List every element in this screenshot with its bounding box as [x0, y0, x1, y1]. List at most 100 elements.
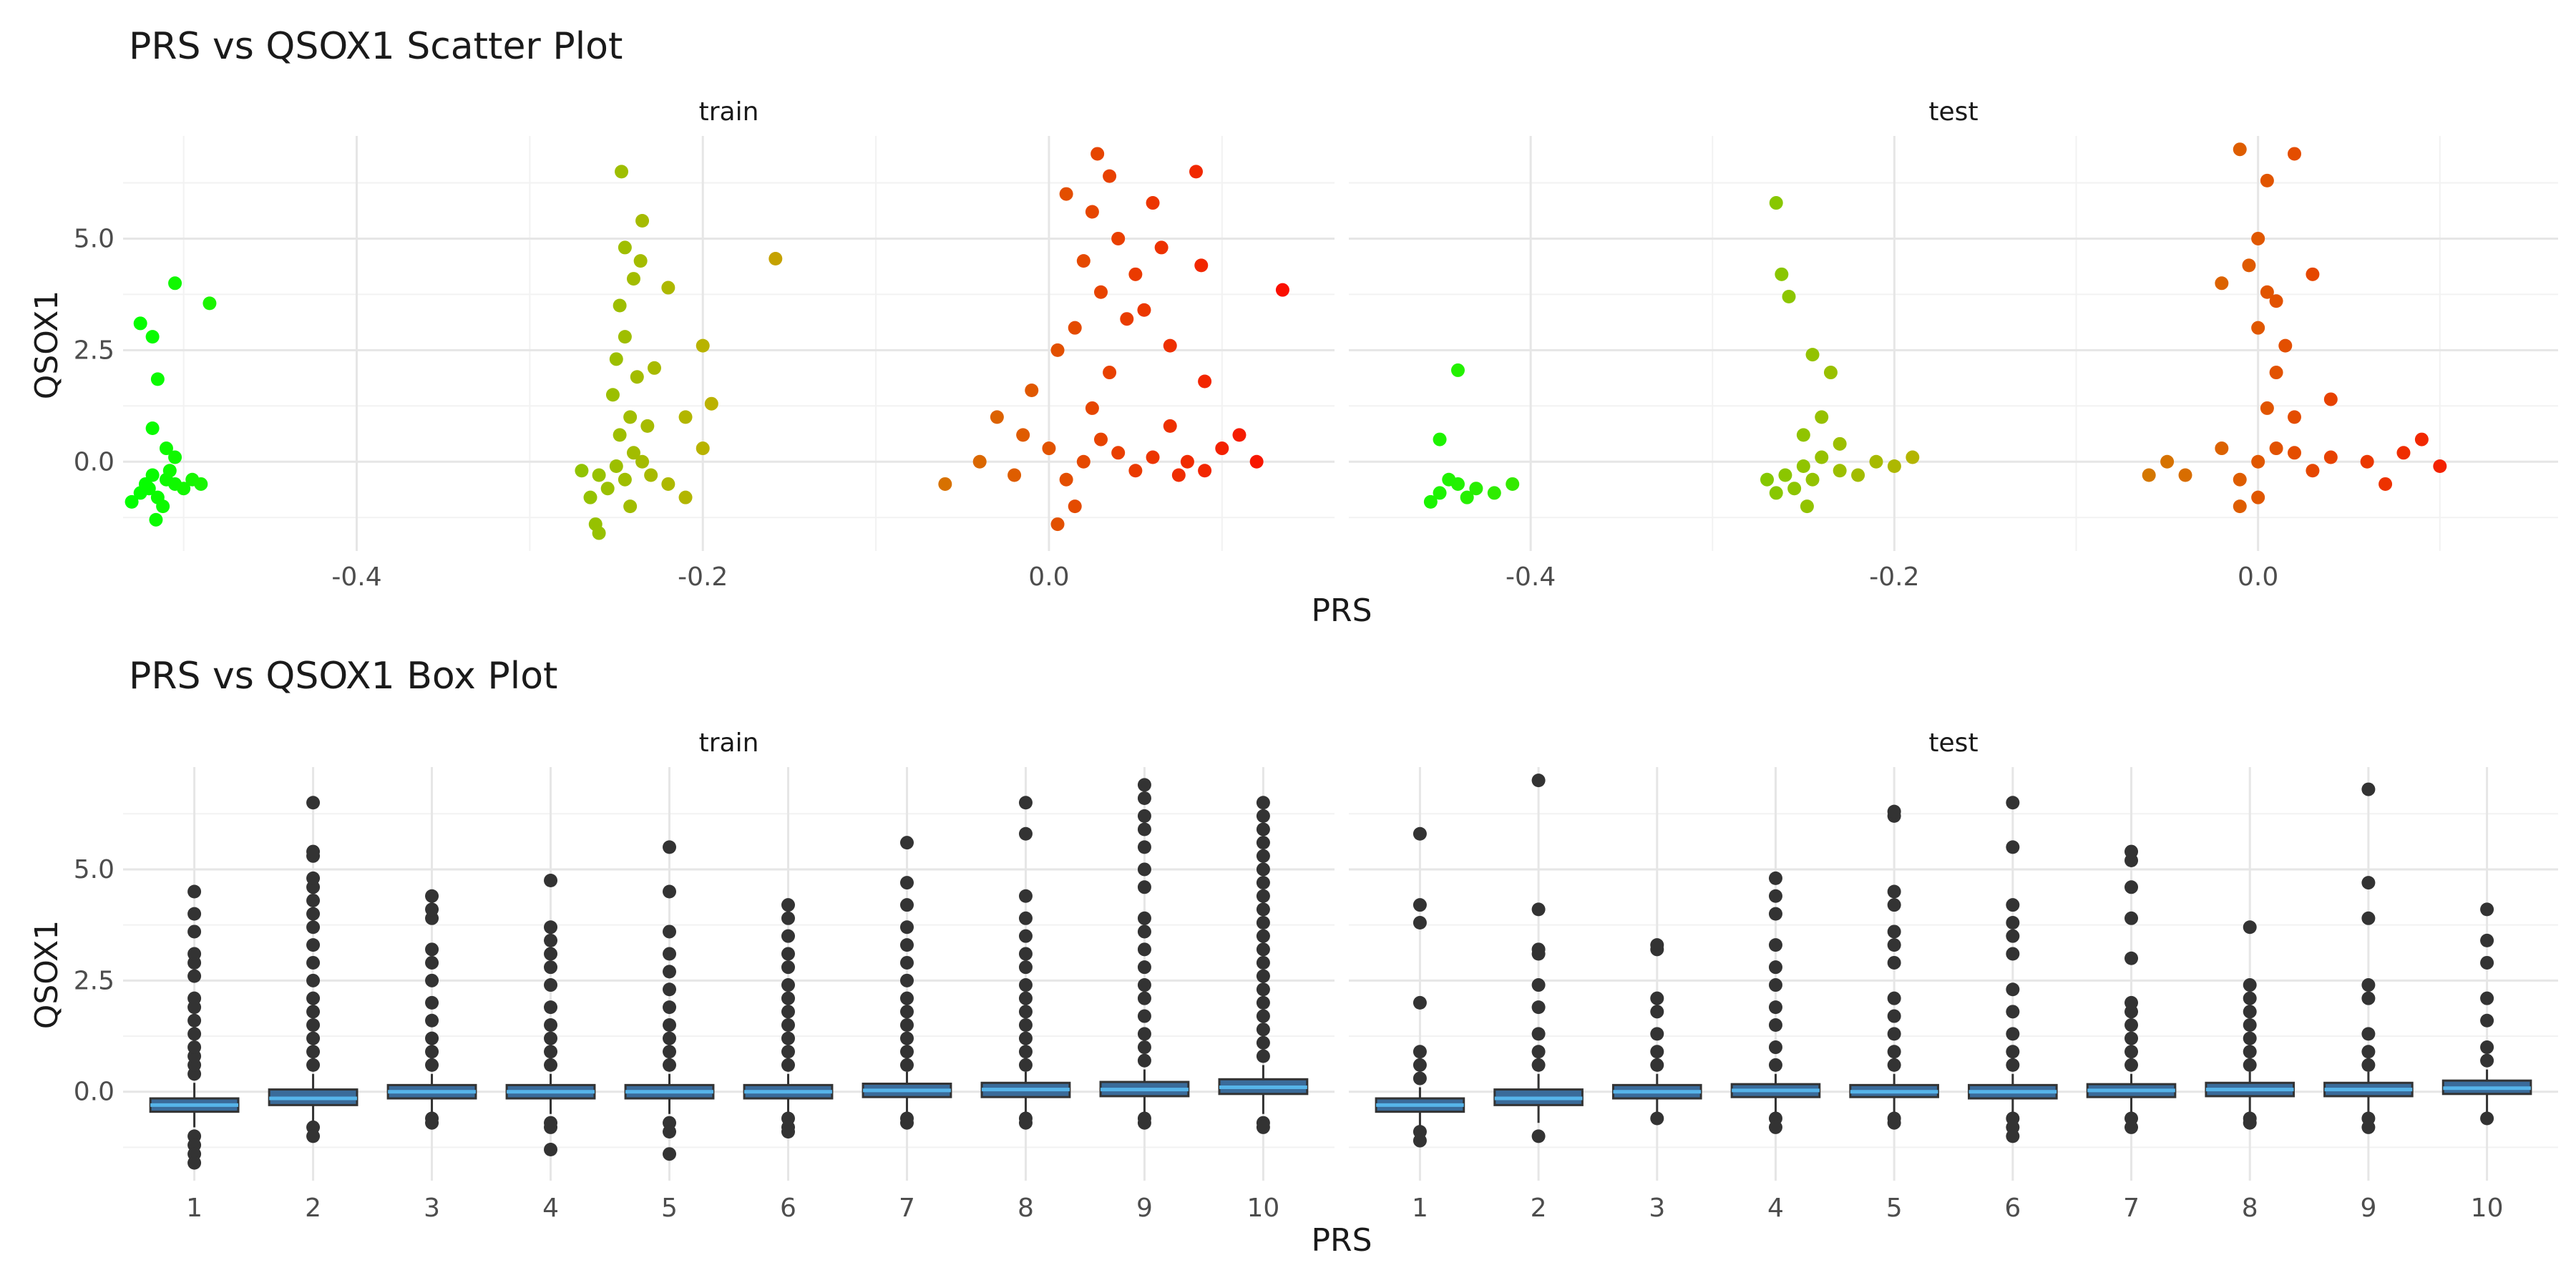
- box-outlier: [425, 889, 439, 903]
- scatter-point: [1085, 205, 1099, 219]
- box-2: [268, 796, 358, 1143]
- box-outlier: [2006, 1027, 2020, 1041]
- box-outlier: [2006, 840, 2020, 854]
- box-10: [1218, 796, 1309, 1134]
- scatter-point: [633, 254, 648, 268]
- scatter-point: [2251, 454, 2265, 469]
- box-outlier: [1137, 924, 1151, 939]
- scatter-point: [644, 468, 658, 482]
- box-outlier: [1256, 1120, 1270, 1134]
- box-outlier: [425, 1013, 439, 1028]
- box-outlier: [2124, 951, 2139, 965]
- box-outlier: [1018, 1116, 1033, 1130]
- box-outlier: [663, 924, 677, 939]
- y-tick-label: 0.0: [74, 1078, 114, 1107]
- box-x-axis-title: PRS: [1311, 1222, 1372, 1259]
- scatter-point: [133, 316, 147, 331]
- box-outlier: [1650, 938, 1664, 952]
- box-outlier: [2243, 991, 2257, 1005]
- box-outlier: [1768, 907, 1782, 921]
- scatter-point: [2414, 432, 2429, 447]
- box-outlier: [2006, 1045, 2020, 1059]
- box-outlier: [1018, 978, 1033, 992]
- box-outlier: [2006, 898, 2020, 912]
- box-outlier: [1256, 889, 1270, 903]
- scatter-point: [1198, 464, 1212, 478]
- box-outlier: [2124, 995, 2139, 1010]
- scatter-point: [613, 428, 627, 442]
- scatter-point: [605, 388, 620, 402]
- scatter-point: [704, 396, 718, 411]
- scatter-point: [2215, 441, 2229, 456]
- scatter-point: [1851, 468, 1865, 482]
- box-outlier: [2361, 911, 2376, 925]
- scatter-point: [623, 410, 638, 424]
- x-tick-label: 8: [2242, 1194, 2258, 1223]
- scatter-point: [1487, 486, 1501, 500]
- box-outlier: [663, 1147, 677, 1161]
- box-outlier: [1018, 1005, 1033, 1019]
- scatter-point: [2233, 142, 2247, 157]
- scatter-point: [592, 526, 606, 540]
- box-outlier: [1887, 884, 1901, 899]
- scatter-point: [159, 441, 173, 456]
- box-outlier: [781, 991, 795, 1005]
- box-outlier: [2006, 796, 2020, 810]
- box-outlier: [781, 960, 795, 975]
- box-outlier: [899, 938, 914, 952]
- scatter-point: [194, 477, 208, 491]
- scatter-point: [1103, 169, 1117, 183]
- box-outlier: [425, 1045, 439, 1059]
- scatter-point: [1091, 147, 1105, 161]
- box-outlier: [1413, 1058, 1427, 1072]
- box-outlier: [544, 1018, 558, 1032]
- box-outlier: [1887, 924, 1901, 939]
- box-outlier: [781, 1058, 795, 1072]
- scatter-point: [1111, 231, 1126, 245]
- scatter-point: [1833, 464, 1847, 478]
- x-tick-label: 1: [186, 1194, 203, 1223]
- scatter-point: [1076, 454, 1091, 469]
- box-outlier: [306, 1045, 321, 1059]
- box-5: [1849, 804, 1939, 1130]
- box-outlier: [663, 840, 677, 854]
- scatter-point: [1163, 419, 1177, 433]
- box-outlier: [1018, 911, 1033, 925]
- box-outlier: [425, 902, 439, 917]
- box-outlier: [306, 1031, 321, 1045]
- scatter-point: [1442, 472, 1456, 487]
- scatter-point: [1815, 410, 1829, 424]
- box-outlier: [187, 1040, 202, 1055]
- box-outlier: [1768, 889, 1782, 903]
- box-outlier: [425, 973, 439, 987]
- box-outlier: [306, 1018, 321, 1032]
- box-panel-test: test 1 2 3 4 5 6 7 8 9 10: [1349, 728, 2558, 1223]
- scatter-point: [1189, 165, 1204, 179]
- box-outlier: [306, 1058, 321, 1072]
- scatter-point: [609, 352, 623, 366]
- scatter-point: [618, 472, 632, 487]
- box-7: [862, 836, 952, 1130]
- x-tick-label: 2: [1531, 1194, 1547, 1223]
- box-outlier: [187, 969, 202, 983]
- box-1: [149, 884, 240, 1170]
- box-outlier: [1887, 1116, 1901, 1130]
- scatter-point: [1833, 436, 1847, 451]
- scatter-point: [2288, 410, 2302, 424]
- scatter-point: [1146, 450, 1160, 464]
- box-outlier: [2361, 1045, 2376, 1059]
- scatter-point: [2433, 459, 2447, 474]
- scatter-point: [1433, 432, 1447, 447]
- scatter-point: [1025, 383, 1039, 397]
- scatter-point: [640, 419, 655, 433]
- box-outlier: [2006, 947, 2020, 961]
- box-3: [386, 889, 477, 1130]
- scatter-point: [168, 276, 182, 291]
- box-outlier: [2480, 1111, 2494, 1126]
- box-outlier: [306, 796, 321, 810]
- box-outlier: [2006, 929, 2020, 943]
- box-outlier: [2480, 991, 2494, 1005]
- box-8: [980, 796, 1071, 1130]
- scatter-point: [2251, 231, 2265, 245]
